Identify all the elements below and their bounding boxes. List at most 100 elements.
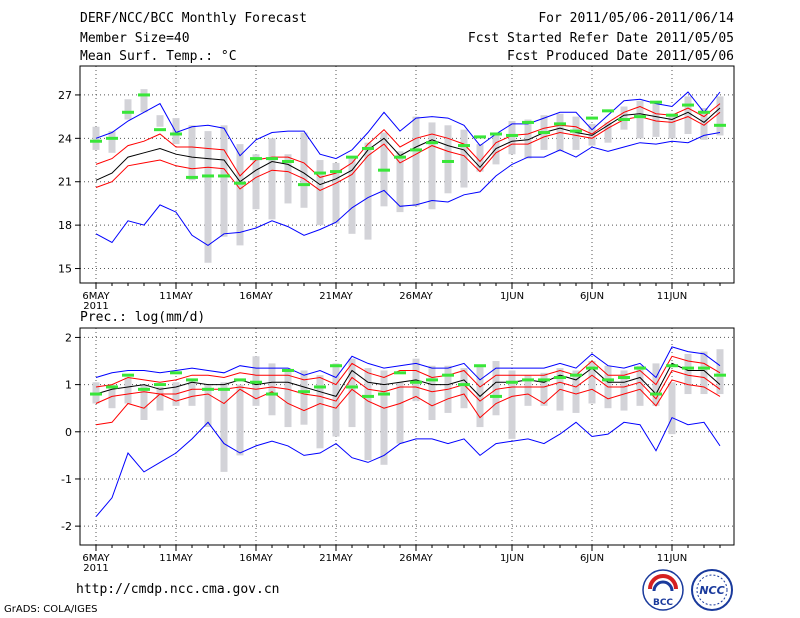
prec-observed-mark bbox=[202, 387, 214, 391]
prec-observed-mark bbox=[154, 383, 166, 387]
temp-range-box bbox=[140, 89, 148, 113]
temp-observed-mark bbox=[218, 174, 230, 178]
prec-range-box bbox=[700, 351, 708, 395]
temp-range-box bbox=[508, 120, 516, 155]
prec-series-max bbox=[95, 346, 721, 381]
prec-observed-mark bbox=[602, 378, 614, 382]
temp-observed-mark bbox=[538, 131, 550, 135]
temp-range-box bbox=[268, 138, 276, 220]
temp-range-box bbox=[284, 154, 292, 204]
prec-observed-mark bbox=[586, 366, 598, 370]
temp-observed-mark bbox=[426, 141, 438, 145]
temp-range-box bbox=[332, 162, 340, 224]
prec-range-box bbox=[316, 375, 324, 449]
prec-range-box bbox=[668, 382, 676, 435]
temp-x-tick-label: 21MAY bbox=[319, 291, 353, 302]
temp-observed-mark bbox=[410, 148, 422, 152]
prec-range-box bbox=[204, 384, 212, 428]
prec-observed-mark bbox=[138, 387, 150, 391]
temp-range-box bbox=[188, 125, 196, 181]
temp-y-tick-label: 27 bbox=[58, 89, 72, 102]
temp-observed-mark bbox=[202, 174, 214, 178]
prec-observed-mark bbox=[506, 380, 518, 384]
temp-series-upper bbox=[95, 103, 721, 178]
prec-range-box bbox=[188, 379, 196, 406]
temp-observed-mark bbox=[314, 171, 326, 175]
temp-observed-mark bbox=[474, 135, 486, 139]
prec-range-box bbox=[636, 365, 644, 406]
temp-range-box bbox=[172, 118, 180, 145]
temp-range-box bbox=[412, 116, 420, 207]
prec-observed-mark bbox=[682, 366, 694, 370]
prec-frame bbox=[79, 327, 735, 546]
temp-range-box bbox=[236, 144, 244, 246]
temp-observed-mark bbox=[714, 123, 726, 127]
prec-observed-mark bbox=[522, 378, 534, 382]
prec-range-box bbox=[284, 370, 292, 428]
prec-observed-mark bbox=[266, 392, 278, 396]
prec-observed-mark bbox=[554, 376, 566, 380]
temp-x-tick-label: 11MAY bbox=[159, 291, 193, 302]
prec-y-tick-label: 0 bbox=[65, 426, 72, 439]
temp-observed-mark bbox=[618, 118, 630, 122]
temp-range-box bbox=[316, 160, 324, 226]
temp-y-tick-label: 21 bbox=[58, 176, 72, 189]
temp-observed-mark bbox=[506, 133, 518, 137]
ncc-logo-text: NCC bbox=[699, 584, 724, 597]
prec-observed-mark bbox=[170, 371, 182, 375]
temp-range-box bbox=[252, 154, 260, 210]
temp-observed-mark bbox=[634, 115, 646, 119]
temp-observed-mark bbox=[682, 103, 694, 107]
grads-credit: GrADS: COLA/IGES bbox=[4, 604, 98, 615]
prec-range-box bbox=[300, 370, 308, 425]
prec-x-tick-label: 26MAY bbox=[399, 553, 433, 564]
prec-range-box bbox=[268, 363, 276, 416]
temp-observed-mark bbox=[458, 144, 470, 148]
prec-range-box bbox=[588, 361, 596, 404]
bcc-logo-text: BCC bbox=[653, 598, 673, 608]
temp-range-box bbox=[124, 99, 132, 120]
prec-observed-mark bbox=[474, 364, 486, 368]
chart-title: DERF/NCC/BCC Monthly Forecast bbox=[80, 11, 307, 26]
temp-range-box bbox=[156, 115, 164, 127]
temp-observed-mark bbox=[378, 168, 390, 172]
prec-range-box bbox=[540, 372, 548, 406]
bcc-logo: BCC bbox=[642, 569, 684, 611]
temp-range-box bbox=[604, 122, 612, 143]
temp-observed-mark bbox=[138, 93, 150, 97]
prec-range-box bbox=[684, 353, 692, 395]
source-url[interactable]: http://cmdp.ncc.cma.gov.cn bbox=[76, 582, 280, 597]
prec-range-box bbox=[428, 365, 436, 420]
temp-observed-mark bbox=[570, 129, 582, 133]
temp-y-tick-label: 18 bbox=[58, 219, 72, 232]
prec-observed-mark bbox=[122, 373, 134, 377]
prec-observed-mark bbox=[362, 394, 374, 398]
temp-observed-mark bbox=[122, 110, 134, 114]
ncc-logo: NCC bbox=[691, 569, 733, 611]
temp-x-tick-label: 11JUN bbox=[657, 291, 687, 302]
temp-y-tick-label: 24 bbox=[58, 132, 72, 145]
prec-range-box bbox=[140, 384, 148, 420]
prec-y-tick-label: 2 bbox=[65, 331, 72, 344]
temp-range-box bbox=[636, 100, 644, 139]
prec-observed-mark bbox=[426, 378, 438, 382]
prec-x-tick-label: 16MAY bbox=[239, 553, 273, 564]
prec-observed-mark bbox=[666, 364, 678, 368]
temp-range-box bbox=[476, 144, 484, 172]
prec-x-tick-label: 6MAY bbox=[82, 553, 110, 564]
fcst-produced-date: Fcst Produced Date 2011/05/06 bbox=[507, 49, 734, 64]
temp-range-box bbox=[396, 151, 404, 213]
prec-range-box bbox=[332, 363, 340, 437]
prec-observed-mark bbox=[650, 392, 662, 396]
prec-observed-mark bbox=[330, 364, 342, 368]
prec-observed-mark bbox=[698, 366, 710, 370]
forecast-period: For 2011/05/06-2011/06/14 bbox=[538, 11, 734, 26]
temp-x-tick-label: 6MAY bbox=[82, 291, 110, 302]
temp-range-box bbox=[428, 122, 436, 210]
prec-y-tick-label: -2 bbox=[61, 520, 72, 533]
prec-y-tick-label: 1 bbox=[65, 379, 72, 392]
prec-x-tick-label: 1JUN bbox=[500, 553, 524, 564]
prec-x-tick-label: 11MAY bbox=[159, 553, 193, 564]
temp-observed-mark bbox=[250, 157, 262, 161]
